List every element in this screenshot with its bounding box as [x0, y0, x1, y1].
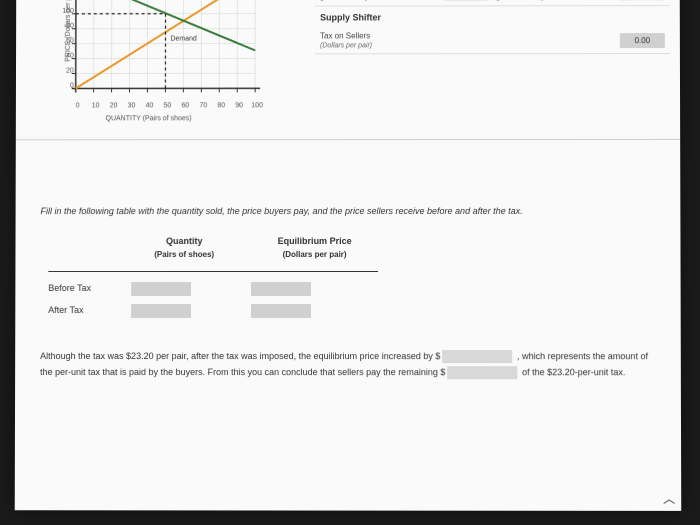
before-qty-input[interactable] — [131, 282, 191, 296]
x-axis-label: QUANTITY (Pairs of shoes) — [106, 115, 192, 122]
equilibrium-table: Quantity(Pairs of shoes) Equilibrium Pri… — [40, 230, 386, 322]
info-panel: Quantity Demanded (pairs of shoes) 50.00… — [315, 0, 670, 54]
supply-demand-chart: PRICE (Dollars per pair) 140 120 100 80 … — [36, 0, 295, 130]
after-qty-input[interactable] — [131, 303, 191, 317]
before-price-input[interactable] — [251, 282, 311, 296]
seller-pay-input[interactable] — [447, 366, 517, 379]
qty-demanded-label: Quantity Demanded (pairs of shoes) — [320, 0, 435, 2]
table-row: Before Tax — [42, 279, 384, 299]
col-price: Equilibrium Price(Dollars per pair) — [245, 232, 384, 263]
conclusion-paragraph: Although the tax was $23.20 per pair, af… — [40, 347, 656, 380]
price-increase-input[interactable] — [442, 350, 512, 363]
after-price-input[interactable] — [251, 304, 311, 318]
chart-svg: Supply Demand — [66, 0, 275, 105]
tax-label: Tax on Sellers (Dollars per pair) — [320, 32, 612, 50]
tax-value[interactable]: 0.00 — [620, 33, 665, 48]
col-quantity: Quantity(Pairs of shoes) — [125, 233, 243, 264]
chevron-up-icon[interactable]: ︿ — [663, 490, 675, 507]
tax-row: Tax on Sellers (Dollars per pair) 0.00 — [315, 28, 670, 54]
top-section: PRICE (Dollars per pair) 140 120 100 80 … — [16, 0, 680, 140]
supply-shifter-header: Supply Shifter — [315, 6, 670, 28]
table-row: After Tax — [42, 300, 384, 320]
instruction-text: Fill in the following table with the qua… — [40, 205, 655, 219]
row-after-tax: After Tax — [42, 300, 123, 320]
demand-label: Demand — [170, 36, 196, 43]
qty-supplied-label: Quantity Supplied (pairs of shoes) — [496, 0, 611, 2]
row-before-tax: Before Tax — [42, 279, 123, 299]
worksheet-page: PRICE (Dollars per pair) 140 120 100 80 … — [15, 0, 682, 511]
bottom-section: Fill in the following table with the qua… — [15, 140, 681, 400]
